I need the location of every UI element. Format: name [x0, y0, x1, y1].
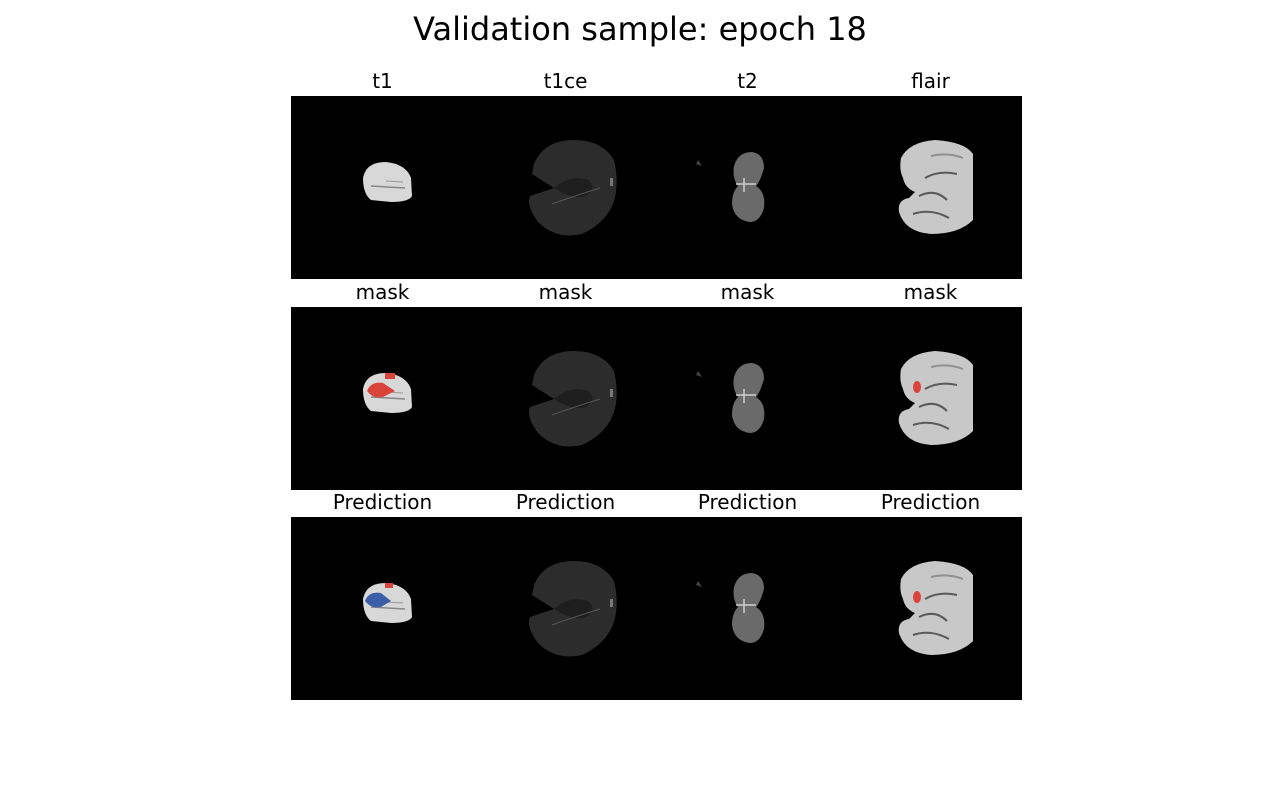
panel-title: t1	[372, 69, 393, 93]
brain-highlight	[736, 389, 756, 403]
slice-image	[656, 517, 839, 700]
brain-slice	[363, 162, 412, 202]
artifact	[696, 371, 702, 377]
brain-slice	[732, 363, 765, 433]
brain-fold	[370, 396, 406, 400]
panel-title: Prediction	[880, 490, 981, 514]
panel-title: mask	[903, 280, 958, 304]
ventricle	[554, 178, 593, 197]
slice-image	[839, 517, 1022, 700]
tumor-mask	[913, 381, 921, 393]
tumor-prediction	[365, 592, 391, 608]
brain-fold	[912, 171, 958, 219]
panel-mask-2	[656, 307, 839, 490]
brain-slice	[898, 561, 973, 655]
slice-image	[474, 96, 657, 279]
slice-image	[656, 96, 839, 279]
brain-highlight	[610, 599, 613, 607]
panel-input-2	[656, 96, 839, 279]
brain-fold	[551, 398, 601, 416]
brain-highlight	[610, 389, 613, 397]
panel-title: flair	[911, 69, 950, 93]
panel-title: mask	[355, 280, 410, 304]
brain-highlight	[610, 178, 613, 186]
brain-fold	[930, 574, 964, 580]
brain-highlight	[736, 599, 756, 613]
brain-fold	[930, 153, 964, 159]
slice-image	[839, 307, 1022, 490]
brain-highlight	[736, 178, 756, 192]
brain-fold	[551, 608, 601, 626]
panel-input-0	[291, 96, 474, 279]
panel-title: t1ce	[543, 69, 588, 93]
tumor-mask	[385, 373, 395, 379]
ventricle	[554, 599, 593, 618]
tumor-mask	[913, 591, 921, 603]
panel-prediction-2	[656, 517, 839, 700]
panel-prediction-3	[839, 517, 1022, 700]
panel-mask-3	[839, 307, 1022, 490]
brain-slice	[898, 140, 973, 234]
slice-image	[291, 517, 474, 700]
brain-fold	[912, 382, 958, 430]
brain-slice	[732, 573, 765, 643]
panel-input-1	[474, 96, 657, 279]
slice-image	[656, 307, 839, 490]
slice-image	[291, 307, 474, 490]
brain-slice	[898, 351, 973, 445]
ventricle	[554, 389, 593, 408]
panel-title: mask	[720, 280, 775, 304]
panel-title: mask	[538, 280, 593, 304]
slice-image	[839, 96, 1022, 279]
panel-mask-0	[291, 307, 474, 490]
panel-prediction-0	[291, 517, 474, 700]
brain-slice	[732, 152, 765, 222]
brain-fold	[370, 185, 406, 189]
brain-fold	[551, 187, 601, 205]
tumor-prediction	[385, 583, 393, 588]
brain-fold	[930, 364, 964, 370]
slice-image	[474, 307, 657, 490]
panel-title: Prediction	[697, 490, 798, 514]
panel-input-3	[839, 96, 1022, 279]
panel-title: Prediction	[332, 490, 433, 514]
slice-image	[474, 517, 657, 700]
artifact	[696, 160, 702, 166]
brain-fold	[385, 180, 404, 183]
tumor-mask	[367, 382, 395, 398]
panel-title: t2	[737, 69, 758, 93]
panel-prediction-1	[474, 517, 657, 700]
artifact	[696, 581, 702, 587]
panel-title: Prediction	[515, 490, 616, 514]
brain-fold	[912, 592, 958, 640]
figure-title: Validation sample: epoch 18	[413, 10, 867, 48]
slice-image	[291, 96, 474, 279]
panel-mask-1	[474, 307, 657, 490]
